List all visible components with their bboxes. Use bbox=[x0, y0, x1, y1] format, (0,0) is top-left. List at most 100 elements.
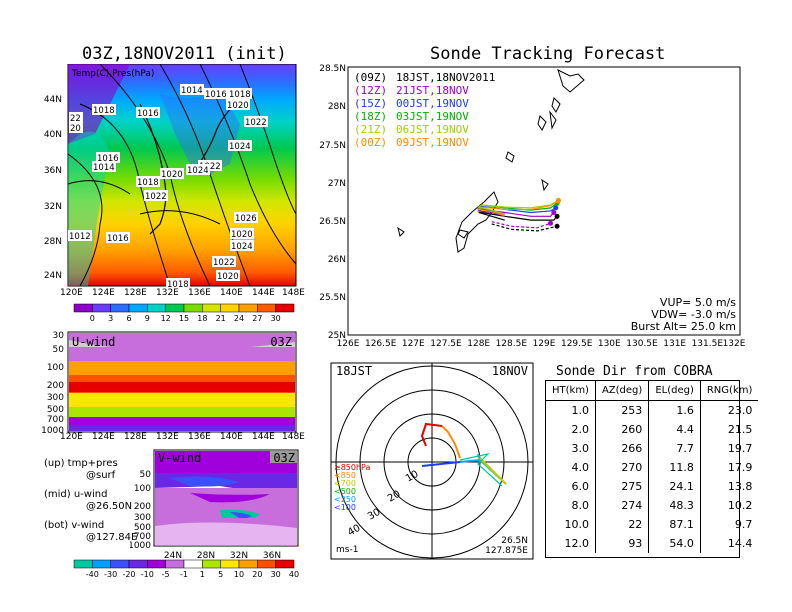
table-cell: 19.7 bbox=[699, 439, 759, 458]
legend-code: (21Z) bbox=[354, 123, 387, 136]
track-lat-tick: 26.5N bbox=[319, 217, 346, 227]
legend-code: (15Z) bbox=[354, 97, 387, 110]
track-lon-tick: 126E bbox=[337, 339, 360, 349]
colorbar-label: 10 bbox=[234, 570, 244, 579]
u-p-tick: 100 bbox=[47, 363, 64, 373]
u-p-tick: 200 bbox=[47, 381, 64, 391]
isobar-label: 1018 bbox=[92, 104, 116, 116]
track-lat-tick: 28N bbox=[328, 102, 346, 112]
map-lat-tick: 24N bbox=[44, 271, 62, 281]
colorbar-label: 12 bbox=[161, 314, 171, 322]
v-wind-time: 03Z bbox=[273, 451, 295, 465]
colorbar-label: 18 bbox=[197, 314, 207, 322]
u-p-tick: 500 bbox=[47, 405, 64, 415]
polar-track-segment bbox=[441, 425, 461, 459]
colorbar-label: -40 bbox=[86, 570, 99, 579]
colorbar-label: -30 bbox=[104, 570, 117, 579]
track-lon-tick: 129.5E bbox=[561, 339, 593, 349]
v-lat-tick: 36N bbox=[263, 551, 281, 560]
track-lon-tick: 130E bbox=[598, 339, 621, 349]
table-row: 12.0 93 54.0 14.4 bbox=[546, 534, 759, 553]
svg-text:1022: 1022 bbox=[145, 192, 167, 202]
isobar-label: 1024 bbox=[228, 140, 252, 152]
alt-legend-item: <700 bbox=[334, 479, 356, 488]
colorbar-swatch bbox=[92, 559, 111, 569]
col-header: HT(km) bbox=[546, 381, 596, 401]
table-cell: 22 bbox=[594, 515, 649, 534]
alt-legend-item: ≥850hPa bbox=[334, 463, 371, 472]
table-row: 2.0 260 4.4 21.5 bbox=[546, 420, 759, 439]
colorbar-swatch bbox=[165, 559, 185, 569]
cobra-title: Sonde Dir from COBRA bbox=[556, 364, 713, 379]
colorbar-label: 3 bbox=[108, 314, 113, 322]
colorbar-label: 30 bbox=[271, 570, 281, 579]
svg-text:1024: 1024 bbox=[231, 242, 253, 252]
colorbar-swatch bbox=[257, 559, 276, 569]
track-line bbox=[478, 211, 558, 221]
table-cell: 24.1 bbox=[648, 477, 701, 496]
note-sub: @surf bbox=[86, 470, 116, 481]
track-lat-tick: 28.5N bbox=[319, 64, 346, 74]
svg-text:1014: 1014 bbox=[93, 163, 115, 173]
colorbar-swatch bbox=[220, 559, 240, 569]
table-cell: 9.7 bbox=[699, 515, 759, 534]
panel-notes: (up) tmp+pres @surf (mid) u-wind @26.50N… bbox=[44, 458, 149, 544]
svg-text:1012: 1012 bbox=[69, 232, 91, 242]
table-cell: 87.1 bbox=[648, 515, 701, 534]
track-lon-tick: 129E bbox=[533, 339, 556, 349]
colorbar-label: 9 bbox=[145, 314, 150, 322]
u-p-tick: 1000 bbox=[41, 426, 64, 436]
param-vdw: VDW= -3.0 m/s bbox=[651, 308, 736, 321]
colorbar-swatch bbox=[147, 559, 166, 569]
polar-plot: 10 20 30 40 18JST 18NOV ms-1 26.5N 127.8… bbox=[330, 362, 534, 560]
legend-text: 09JST,19NOV bbox=[396, 136, 469, 149]
table-row: 1.0 253 1.6 23.0 bbox=[546, 400, 759, 420]
table-cell: 21.5 bbox=[699, 420, 759, 439]
u-wind-panel: 30 50 100 200 300 500 700 1000 U-wind 03… bbox=[41, 331, 297, 436]
colorbar-swatch bbox=[238, 303, 258, 313]
svg-text:1024: 1024 bbox=[187, 166, 209, 176]
polar-track-thin bbox=[459, 452, 503, 487]
note-head: (mid) u-wind bbox=[44, 489, 108, 500]
table-cell: 6.0 bbox=[571, 480, 589, 493]
u-lon-tick: 120E bbox=[60, 432, 83, 442]
map-lon-axis: 120E 124E 128E 132E 136E 140E 144E 148E bbox=[60, 288, 305, 300]
isobar-label: 1012 bbox=[68, 230, 92, 242]
table-cell: 1.0 bbox=[571, 404, 589, 417]
svg-text:1018: 1018 bbox=[93, 106, 115, 116]
v-p-tick: 50 bbox=[140, 470, 152, 480]
track-end-point bbox=[548, 220, 554, 226]
svg-text:22: 22 bbox=[70, 114, 81, 124]
track-lat-tick: 25.5N bbox=[319, 293, 346, 303]
colorbar-label: -20 bbox=[122, 570, 135, 579]
track-line bbox=[491, 223, 558, 232]
polar-lon: 127.875E bbox=[485, 546, 528, 556]
table-row: 4.0 270 11.8 17.9 bbox=[546, 458, 759, 477]
colorbar-swatch bbox=[202, 303, 221, 313]
isobar-label: 1018 bbox=[228, 88, 252, 100]
colorbar-label: -5 bbox=[162, 570, 170, 579]
svg-text:1022: 1022 bbox=[213, 258, 235, 268]
svg-text:1018: 1018 bbox=[229, 90, 251, 100]
v-wind-label: V-wind bbox=[158, 451, 201, 465]
cobra-table: HT(km) AZ(deg) EL(deg) RNG(km) 1.0 253 1.6… bbox=[546, 381, 759, 553]
param-vup: VUP= 5.0 m/s bbox=[660, 296, 736, 309]
table-cell: 14.4 bbox=[699, 534, 759, 553]
isobar-label: 1024 bbox=[230, 240, 254, 252]
isobar-label: 1020 bbox=[226, 99, 250, 111]
map-lon-tick: 148E bbox=[282, 288, 305, 298]
svg-text:1024: 1024 bbox=[229, 142, 251, 152]
colorbar-label: 15 bbox=[179, 314, 189, 322]
temperature-colorbar: 0 3 6 9 12 15 18 21 24 27 30 bbox=[73, 303, 295, 322]
svg-text:1018: 1018 bbox=[137, 178, 159, 188]
legend-text: 00JST,19NOV bbox=[396, 97, 469, 110]
table-cell: 2.0 bbox=[571, 423, 589, 436]
track-lon-tick: 126.5E bbox=[365, 339, 397, 349]
colorbar-label: 0 bbox=[90, 314, 95, 322]
track-lon-tick: 128.5E bbox=[496, 339, 528, 349]
map-lat-tick: 36N bbox=[44, 166, 62, 176]
colorbar-label: 24 bbox=[234, 314, 244, 322]
u-lon-tick: 148E bbox=[282, 432, 305, 442]
map-lat-tick: 32N bbox=[44, 202, 62, 212]
table-cell: 10.2 bbox=[699, 496, 759, 515]
